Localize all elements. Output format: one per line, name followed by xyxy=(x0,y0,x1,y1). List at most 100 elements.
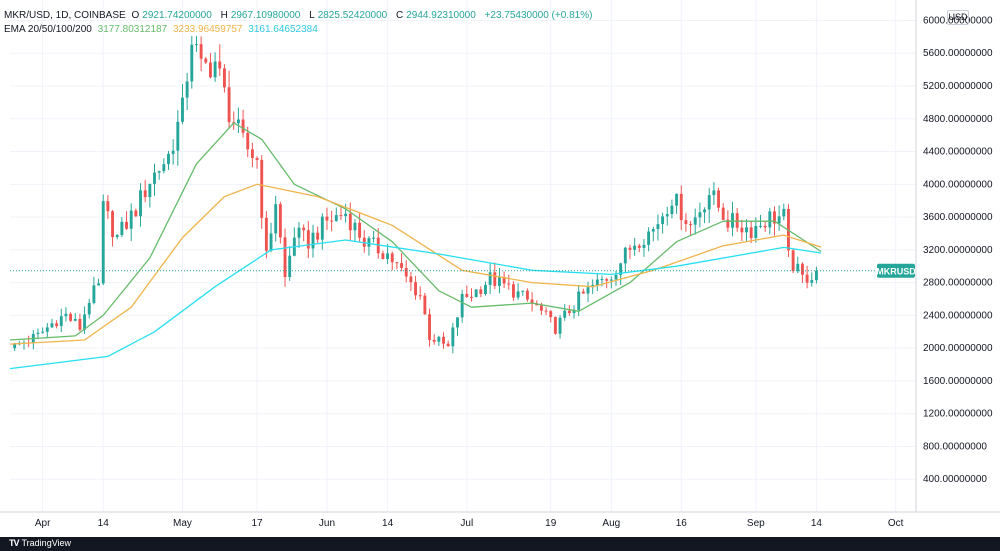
candle-body xyxy=(386,253,390,260)
high-value: 2967.10980000 xyxy=(230,10,301,21)
ema20-value: 3177.80312187 xyxy=(97,24,168,35)
candle-body xyxy=(525,290,529,300)
candle-body xyxy=(605,279,609,281)
candle-body xyxy=(50,323,54,328)
tradingview-logo-icon: TV xyxy=(9,538,19,548)
ema100-value: 3161.64652384 xyxy=(248,24,318,35)
candle-body xyxy=(805,274,809,283)
candle-body xyxy=(167,153,170,165)
candle-body xyxy=(446,343,450,347)
candle-body xyxy=(115,235,119,238)
candle-body xyxy=(181,97,184,122)
y-tick-label: 2000.00000000 xyxy=(923,343,993,354)
candle-body xyxy=(367,238,371,247)
symbol-tag-box xyxy=(877,263,915,278)
candle-body xyxy=(190,44,194,82)
candle-body xyxy=(218,61,222,69)
candle-body xyxy=(777,216,781,224)
candle-body xyxy=(586,287,590,294)
candle-body xyxy=(381,253,385,260)
candle-body xyxy=(693,217,697,225)
y-tick-label: 400.00000000 xyxy=(923,474,987,485)
candle-body xyxy=(176,121,180,151)
candle-body xyxy=(246,132,250,150)
candle-body xyxy=(721,207,725,220)
candle-body xyxy=(269,233,273,251)
tradingview-brand[interactable]: TV TradingView xyxy=(9,538,71,548)
candle-body xyxy=(139,190,142,217)
candle-body xyxy=(647,231,651,245)
y-tick-label: 4000.00000000 xyxy=(923,179,993,190)
y-tick-label: 800.00000000 xyxy=(923,441,987,452)
close-label: C xyxy=(396,10,404,21)
candle-body xyxy=(614,274,618,280)
ema-lines xyxy=(9,122,822,370)
low-label: L xyxy=(309,10,315,21)
candle-body xyxy=(656,224,660,229)
candle-body xyxy=(735,213,739,228)
candle-body xyxy=(703,209,707,213)
candle-body xyxy=(227,87,231,123)
ema-line xyxy=(9,122,822,341)
x-tick-label: Sep xyxy=(747,518,765,529)
candle-body xyxy=(549,311,553,318)
y-tick-label: 2800.00000000 xyxy=(923,278,993,289)
candle-body xyxy=(684,220,688,224)
x-tick-label: Jun xyxy=(319,518,335,529)
candle-body xyxy=(670,205,674,215)
x-tick-label: May xyxy=(173,518,192,529)
candle-body xyxy=(250,149,254,159)
x-tick-label: Jul xyxy=(460,518,473,529)
candle-body xyxy=(456,317,459,328)
candle-body xyxy=(236,119,240,124)
candle-body xyxy=(344,213,348,217)
candle-body xyxy=(493,272,497,286)
candle-body xyxy=(264,217,268,251)
candle-body xyxy=(717,190,720,208)
candle-body xyxy=(288,255,292,277)
open-label: O xyxy=(131,10,140,21)
candle-body xyxy=(511,284,515,298)
candle-body xyxy=(195,44,198,46)
candle-body xyxy=(106,201,110,212)
ema-legend: EMA 20/50/100/200 3177.80312187 3233.964… xyxy=(4,24,321,35)
currency-button[interactable]: USD xyxy=(947,10,969,25)
ema-line xyxy=(9,239,822,370)
y-tick-label: 4400.00000000 xyxy=(923,147,993,158)
candle-body xyxy=(162,164,166,172)
candle-body xyxy=(679,193,683,221)
candle-body xyxy=(773,211,776,224)
candle-body xyxy=(628,247,632,250)
time-axis[interactable]: Apr 14 May 17 Jun 14 Jul 19 Aug 16 Sep 14 Oct xyxy=(35,518,904,529)
candle-body xyxy=(199,44,203,59)
symbol-title[interactable]: MKR/USD, 1D, COINBASE xyxy=(4,10,126,21)
y-tick-label: 1600.00000000 xyxy=(923,376,993,387)
candle-body xyxy=(13,343,17,349)
candle-body xyxy=(507,283,511,285)
candle-body xyxy=(409,276,413,283)
last-price-tag: MKRUSD xyxy=(876,263,916,278)
price-axis[interactable]: 400.00000000 800.00000000 1200.00000000 160… xyxy=(923,15,993,485)
candle-body xyxy=(637,245,641,248)
candle-body xyxy=(451,327,455,347)
candle-body xyxy=(297,227,301,238)
candle-body xyxy=(278,204,282,238)
candle-body xyxy=(334,215,338,222)
candle-body xyxy=(726,219,730,228)
brand-label: TradingView xyxy=(21,538,72,548)
x-tick-label: 14 xyxy=(98,518,110,529)
candle-body xyxy=(255,158,259,160)
price-chart[interactable]: 400.00000000 800.00000000 1200.00000000 160… xyxy=(0,0,1000,537)
candle-body xyxy=(143,190,147,198)
candle-body xyxy=(484,284,487,294)
candle-body xyxy=(330,220,334,222)
ema50-value: 3233.96459757 xyxy=(172,24,243,35)
candle-body xyxy=(64,313,68,317)
candle-body xyxy=(358,222,362,238)
ema-label[interactable]: EMA 20/50/100/200 xyxy=(4,24,92,35)
candle-body xyxy=(474,289,478,298)
candle-body xyxy=(325,216,329,221)
candle-body xyxy=(423,295,427,315)
candle-body xyxy=(759,225,762,227)
candle-body xyxy=(763,225,767,228)
